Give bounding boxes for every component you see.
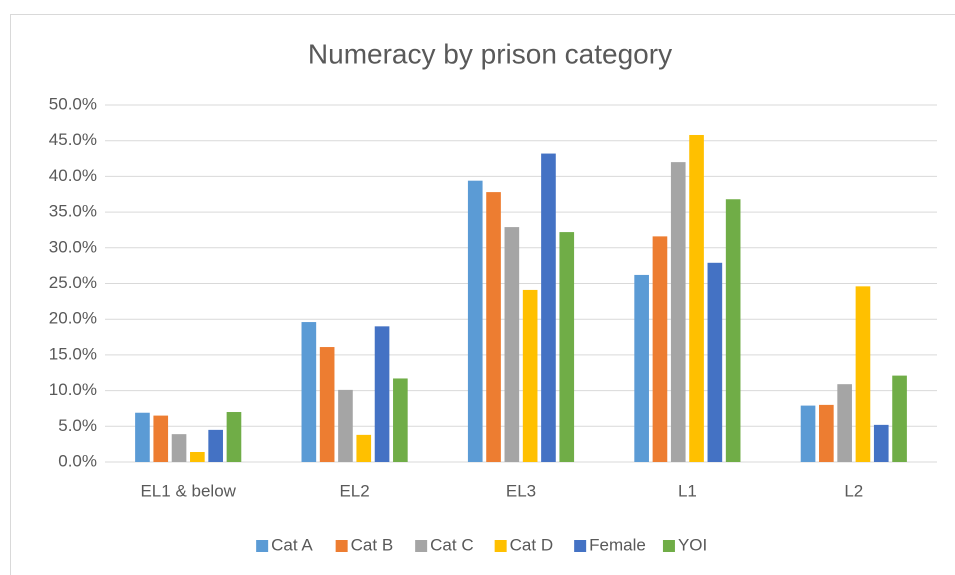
- bar: [467, 180, 483, 462]
- bar: [634, 274, 649, 462]
- y-tick-label: 5.0%: [58, 416, 97, 435]
- bar: [559, 232, 575, 462]
- y-tick-label: 20.0%: [49, 309, 97, 328]
- y-tick-label: 15.0%: [49, 344, 97, 363]
- legend-label: Cat C: [430, 535, 473, 554]
- legend-swatch: [415, 540, 428, 552]
- bar: [208, 429, 223, 462]
- legend-label: Cat A: [271, 535, 313, 554]
- y-tick-label: 35.0%: [49, 202, 97, 221]
- bar: [725, 199, 741, 463]
- legend-label: Cat B: [351, 535, 394, 554]
- bar: [837, 384, 852, 462]
- bar: [855, 286, 871, 462]
- legend-label: YOI: [678, 535, 707, 554]
- bar: [153, 415, 169, 462]
- bar: [319, 347, 335, 462]
- x-tick-label: EL3: [506, 481, 536, 500]
- y-tick-label: 40.0%: [49, 166, 97, 185]
- legend-label: Female: [589, 535, 646, 554]
- bar: [819, 404, 834, 462]
- y-tick-label: 30.0%: [49, 237, 97, 256]
- bar: [374, 326, 390, 462]
- bar: [873, 424, 889, 462]
- bar: [393, 378, 408, 462]
- bar: [190, 452, 205, 462]
- bar: [135, 412, 150, 462]
- chart-border: [10, 14, 955, 575]
- x-tick-label: EL2: [339, 481, 369, 500]
- x-tick-label: EL1 & below: [140, 481, 236, 500]
- bar: [301, 322, 317, 462]
- y-tick-label: 10.0%: [49, 380, 97, 399]
- legend-label: Cat D: [510, 535, 553, 554]
- x-tick-label: L2: [844, 481, 863, 500]
- bar: [892, 375, 907, 462]
- chart-title: Numeracy by prison category: [308, 38, 672, 69]
- legend-swatch: [574, 540, 587, 552]
- legend-swatch: [494, 540, 507, 552]
- bar: [689, 134, 704, 462]
- legend-swatch: [662, 540, 675, 552]
- bar: [338, 389, 353, 462]
- bar: [486, 192, 501, 462]
- bar: [541, 153, 556, 462]
- bar: [356, 434, 372, 462]
- bar: [800, 405, 816, 462]
- bar: [522, 289, 538, 462]
- x-tick-label: L1: [678, 481, 697, 500]
- y-tick-label: 25.0%: [49, 273, 97, 292]
- legend-swatch: [335, 540, 348, 552]
- bar: [504, 227, 520, 462]
- bar: [707, 262, 723, 462]
- y-tick-label: 0.0%: [58, 451, 97, 470]
- bar: [670, 162, 686, 462]
- bar: [652, 236, 668, 462]
- legend-swatch: [256, 540, 269, 552]
- y-tick-label: 50.0%: [49, 94, 97, 113]
- bar: [226, 412, 242, 462]
- bar: [171, 434, 187, 462]
- y-tick-label: 45.0%: [49, 130, 97, 149]
